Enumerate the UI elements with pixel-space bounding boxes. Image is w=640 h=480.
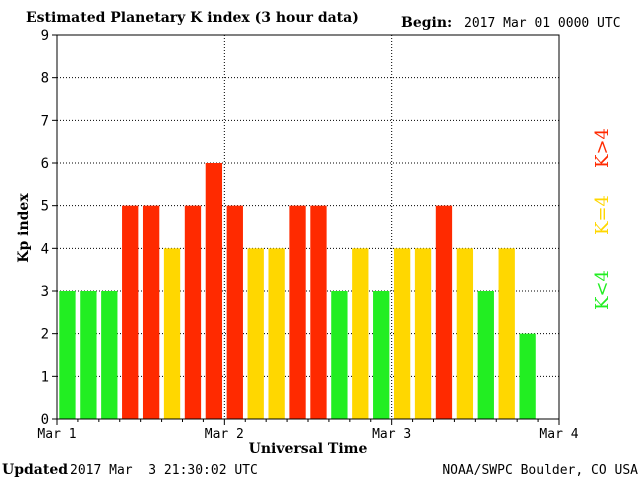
kp-bar [331, 291, 348, 419]
bars-layer [59, 163, 536, 419]
kp-bar [142, 205, 160, 419]
kp-bar [122, 205, 139, 419]
kp-bar [456, 248, 474, 419]
x-tick-label: Mar 4 [539, 427, 578, 442]
grid-layer [57, 35, 559, 419]
kp-bar [184, 205, 202, 419]
x-axis-label: Universal Time [249, 441, 368, 457]
y-tick-label: 5 [41, 199, 49, 215]
y-tick-label: 7 [41, 113, 49, 129]
kp-bar [205, 163, 223, 419]
kp-bar [393, 248, 411, 419]
y-tick-label: 0 [41, 412, 49, 428]
kp-bar [373, 291, 390, 419]
kp-bar [414, 248, 432, 419]
x-tick-label: Mar 1 [37, 427, 76, 442]
y-tick-label: 1 [41, 369, 49, 385]
legend-equal: K=4 [592, 195, 613, 235]
legend-high: K>4 [592, 128, 613, 168]
y-tick-label: 3 [41, 284, 49, 300]
kp-bar [435, 205, 453, 419]
y-axis-label: Kp index [16, 193, 32, 263]
y-tick-label: 6 [41, 156, 49, 172]
chart-title: Estimated Planetary K index (3 hour data… [26, 10, 359, 26]
y-tick-label: 4 [41, 241, 49, 257]
y-tick-label: 9 [41, 28, 49, 44]
x-tick-label: Mar 3 [372, 427, 411, 442]
x-tick-label: Mar 2 [205, 427, 244, 442]
kp-bar [268, 248, 285, 419]
kp-bar [519, 333, 536, 419]
y-tick-label: 8 [41, 71, 49, 87]
kp-bar [247, 248, 264, 419]
kp-bar [352, 248, 369, 419]
updated-value: 2017 Mar 3 21:30:02 UTC [70, 463, 258, 478]
begin-label: Begin: [401, 15, 452, 31]
kp-bar [59, 291, 76, 419]
y-tick-label: 2 [41, 327, 49, 343]
kp-bar [163, 248, 181, 419]
kp-bar [498, 248, 515, 419]
kp-bar [226, 205, 243, 419]
kp-bar [310, 205, 327, 419]
kp-bar [289, 205, 306, 419]
updated-label: Updated [2, 462, 68, 478]
kp-bar [101, 291, 118, 419]
legend-low: K<4 [592, 270, 613, 310]
begin-value: 2017 Mar 01 0000 UTC [464, 16, 621, 31]
ticks-layer: 0 1 2 3 4 5 6 7 8 9 Mar 1 Mar 2 Mar 3 Mar 4 [37, 28, 578, 442]
kp-bar [477, 291, 494, 419]
kp-bar [80, 291, 97, 419]
source-credit: NOAA/SWPC Boulder, CO USA [442, 463, 638, 478]
